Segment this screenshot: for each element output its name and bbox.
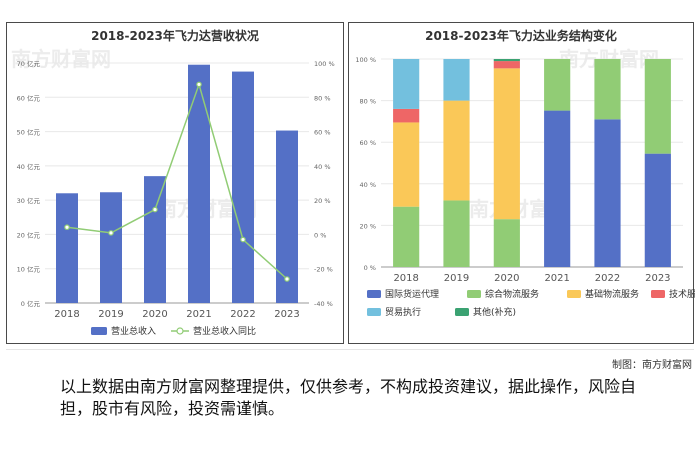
left-axis-tick-label: 50 亿元: [17, 128, 41, 137]
legend-label: 国际货运代理: [385, 288, 439, 300]
stacked-bar-segment: [393, 59, 420, 109]
left-axis-tick-label: 0 亿元: [21, 299, 41, 308]
x-axis-tick-label: 2023: [274, 309, 299, 320]
x-axis-tick-label: 2022: [595, 273, 620, 284]
yoy-point: [152, 206, 158, 213]
revenue-bar: [144, 176, 166, 303]
stacked-bar-segment: [493, 59, 520, 62]
chart-credit: 制图：南方财富网: [612, 360, 692, 371]
x-axis-tick-label: 2020: [142, 309, 167, 320]
stacked-bar-segment: [644, 153, 671, 267]
left-axis-tick-label: 30 亿元: [17, 196, 41, 205]
left-axis-tick-label: 60 亿元: [17, 93, 41, 102]
divider: [6, 349, 694, 350]
structure-chart-panel: 南方财富网 南方财富网 2018-2023年飞力达业务结构变化 0 %20 %4…: [348, 22, 695, 344]
yoy-point: [196, 81, 202, 88]
legend-label: 贸易执行: [385, 306, 421, 318]
legend-label-revenue: 营业总收入: [111, 325, 156, 337]
right-axis-tick-label: 80 %: [314, 94, 331, 102]
revenue-bar: [232, 71, 254, 303]
legend-marker-yoy: [176, 327, 184, 335]
x-axis-tick-label: 2018: [393, 273, 418, 284]
left-axis-tick-label: 40 亿元: [17, 162, 41, 171]
right-axis-tick-label: -20 %: [314, 266, 333, 274]
stacked-bar-segment: [493, 68, 520, 220]
y-axis-tick-label: 100 %: [355, 56, 376, 64]
stacked-bar-segment: [644, 59, 671, 154]
revenue-bar: [56, 193, 78, 303]
stacked-bar-segment: [443, 100, 470, 201]
structure-chart: 0 % 20 % 40 % 60 % 80 % 100 % 2018 2019 2020 2021…: [355, 56, 695, 318]
stacked-bar-segment: [594, 59, 621, 120]
stacked-bar-segment: [594, 119, 621, 267]
stacked-bar-segment: [493, 219, 520, 267]
x-axis-tick-label: 2019: [98, 309, 123, 320]
x-axis-tick-label: 2019: [444, 273, 469, 284]
right-axis-tick-label: 0 %: [314, 231, 326, 239]
legend-swatch-revenue: [91, 327, 107, 335]
yoy-point: [284, 276, 290, 282]
stacked-bar-segment: [544, 59, 571, 111]
yoy-point: [108, 230, 114, 236]
revenue-bar: [188, 64, 210, 303]
left-axis-tick-label: 20 亿元: [17, 230, 41, 239]
legend-label: 综合物流服务: [485, 288, 539, 300]
legend-swatch: [367, 290, 381, 298]
stacked-bar-segment: [443, 59, 470, 101]
stacked-bar-segment: [544, 110, 571, 267]
y-axis-tick-label: 60 %: [359, 139, 376, 147]
yoy-line: [66, 81, 288, 280]
y-axis-tick-label: 0 %: [364, 264, 376, 272]
x-axis-tick-label: 2021: [544, 273, 569, 284]
structure-chart-title: 2018-2023年飞力达业务结构变化: [425, 29, 617, 43]
legend-swatch: [651, 290, 665, 298]
stacked-bar-segment: [393, 108, 420, 123]
legend-swatch: [467, 290, 481, 298]
right-axis-tick-label: 60 %: [314, 129, 331, 137]
yoy-point: [64, 224, 70, 231]
yoy-point: [240, 236, 246, 243]
disclaimer-text: 以上数据由南方财富网整理提供，仅供参考，不构成投资建议，据此操作，风险自担，股市…: [60, 377, 637, 418]
legend-swatch: [367, 308, 381, 316]
right-axis-tick-label: 40 %: [314, 163, 331, 171]
stacked-bar-segment: [393, 122, 420, 207]
legend-label: 基础物流服务: [585, 288, 639, 300]
x-axis-tick-label: 2022: [230, 309, 255, 320]
y-axis-tick-label: 40 %: [359, 181, 376, 189]
right-axis-tick-label: 20 %: [314, 197, 331, 205]
y-axis-tick-label: 20 %: [359, 222, 376, 230]
x-axis-tick-label: 2020: [494, 273, 519, 284]
legend-label-yoy: 营业总收入同比: [193, 325, 256, 337]
revenue-bar: [276, 130, 298, 303]
left-axis-tick-label: 70 亿元: [17, 59, 41, 68]
revenue-bar: [100, 192, 122, 303]
left-axis-tick-label: 10 亿元: [17, 265, 41, 274]
right-axis-tick-label: -40 %: [314, 300, 333, 308]
stacked-bar-segment: [393, 206, 420, 267]
legend-swatch: [455, 308, 469, 316]
legend-label: 其他(补充): [473, 306, 516, 318]
stacked-bar-segment: [493, 61, 520, 69]
legend-swatch: [567, 290, 581, 298]
x-axis-tick-label: 2023: [645, 273, 670, 284]
x-axis-tick-label: 2018: [54, 309, 79, 320]
y-axis-tick-label: 80 %: [359, 98, 376, 106]
right-axis-tick-label: 100 %: [314, 60, 335, 68]
revenue-chart: 0 亿元 10 亿元 20 亿元 30 亿元 40 亿元 50 亿元 60 亿元 70 亿元 -…: [17, 59, 335, 337]
revenue-chart-title: 2018-2023年飞力达营收状况: [91, 29, 259, 43]
x-axis-tick-label: 2021: [186, 309, 211, 320]
legend-label: 技术服务: [669, 288, 695, 300]
stacked-bar-segment: [443, 200, 470, 267]
